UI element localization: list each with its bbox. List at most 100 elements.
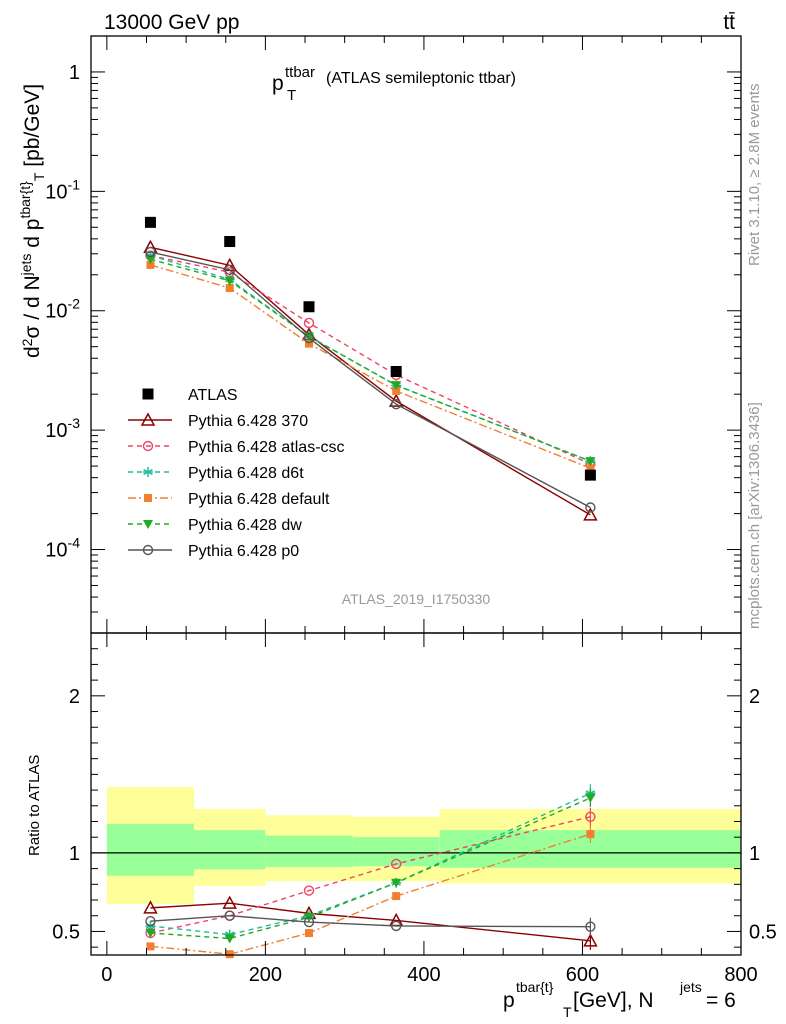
ratio-ytick-label-left-2: 2	[69, 686, 80, 708]
ratio-ytick-label-left-1: 1	[69, 843, 80, 865]
main-ylabel: d2σ / d Njets d ptbar{t}T [pb/GeV]	[17, 84, 47, 358]
main-ytick-label-1: 10-3	[45, 415, 80, 442]
main-title: p ttbar T (ATLAS semileptonic ttbar)	[272, 64, 516, 104]
ratio-point-5-3	[390, 920, 402, 932]
ratio-point-0-4	[583, 933, 598, 947]
analysis-tag: ATLAS_2019_I1750330	[342, 591, 491, 607]
ratio-point-3-2	[304, 929, 313, 938]
main-point-3-4	[586, 464, 595, 473]
ratio-bands	[91, 786, 741, 904]
ratio-point-4-3	[391, 878, 402, 888]
xtick-label-3: 600	[566, 964, 599, 986]
legend-label-4: Pythia 6.428 dw	[188, 517, 302, 534]
energy-label: 13000 GeV pp	[104, 11, 239, 34]
main-point-3-2	[304, 339, 313, 348]
legend-marker-data	[142, 388, 154, 400]
ratio-point-3-0	[146, 942, 155, 951]
legend-label-1: Pythia 6.428 atlas-csc	[188, 439, 345, 456]
legend-marker-0	[140, 412, 156, 426]
ratio-point-5-4	[585, 921, 596, 932]
main-ytick-label-2: 10-2	[45, 296, 80, 323]
main-point-4-0	[145, 255, 156, 265]
xtick-label-4: 800	[724, 964, 757, 986]
band-inner-0	[106, 823, 195, 876]
main-point-3-1	[225, 284, 234, 293]
title-sub: T	[287, 87, 296, 104]
ratio-line-1	[150, 816, 591, 934]
main-point-3-0	[146, 260, 155, 269]
legend-marker-3	[144, 494, 152, 502]
legend: ATLAS Pythia 6.428 370 Pythia 6.428 atlas-…	[128, 387, 345, 560]
legend-label-0: Pythia 6.428 370	[188, 413, 308, 430]
legend-marker-2	[143, 467, 153, 477]
xlabel-end: = 6	[706, 989, 736, 1012]
ratio-point-5-2	[303, 916, 315, 928]
main-point-5-3	[390, 398, 402, 410]
main-point-4-4	[585, 457, 596, 467]
legend-marker-5	[142, 544, 154, 556]
ratio-point-3-1	[225, 950, 234, 959]
title-p: p	[272, 72, 284, 95]
band-inner-2	[265, 835, 353, 868]
main-point-5-2	[303, 332, 315, 344]
legend-label-data: ATLAS	[188, 387, 238, 404]
main-line-1	[150, 254, 591, 465]
main-line-5	[150, 251, 591, 509]
xtick-label-1: 200	[249, 964, 282, 986]
ratio-point-3-3	[392, 892, 401, 901]
ratio-point-3-4	[586, 830, 595, 839]
main-point-1-2	[303, 317, 315, 329]
ratio-point-4-0	[145, 929, 156, 939]
ratio-point-0-1	[222, 895, 237, 909]
ratio-point-4-4	[585, 793, 596, 803]
data-point-3	[390, 365, 402, 377]
ratio-ytick-label-right-0: 0.5	[749, 921, 777, 943]
main-line-2	[150, 254, 591, 462]
ratio-ylabel: Ratio to ATLAS	[26, 755, 43, 856]
legend-marker-4	[143, 520, 153, 529]
ratio-point-1-2	[303, 885, 315, 896]
ratio-line-5	[150, 915, 591, 928]
ratio-series	[143, 784, 598, 959]
main-point-5-4	[585, 502, 596, 513]
title-rest: (ATLAS semileptonic ttbar)	[326, 70, 516, 87]
data-point-1	[224, 236, 236, 248]
data-point-0	[144, 216, 156, 228]
ratio-point-1-3	[390, 858, 402, 870]
band-inner-3	[352, 837, 440, 867]
main-point-4-1	[224, 276, 235, 286]
main-ytick-label-4: 1	[69, 62, 80, 84]
legend-marker-1	[142, 440, 154, 452]
ratio-point-4-1	[224, 934, 235, 944]
ratio-line-0	[150, 902, 591, 942]
legend-label-3: Pythia 6.428 default	[188, 491, 330, 508]
data-point-2	[303, 301, 315, 313]
data-point-4	[584, 469, 596, 481]
ratio-point-5-1	[224, 910, 235, 921]
process-label: tt̄	[723, 11, 735, 34]
main-line-3	[150, 264, 591, 469]
ratio-ytick-label-right-2: 2	[749, 686, 760, 708]
main-point-4-3	[391, 381, 402, 391]
mcplots-label: mcplots.cern.ch [arXiv:1306.3436]	[746, 402, 763, 629]
ratio-point-5-0	[145, 916, 156, 927]
rivet-label: Rivet 3.1.10, ≥ 2.8M events	[746, 84, 763, 267]
main-line-4	[150, 258, 591, 462]
band-inner-1	[194, 830, 266, 870]
axes: 10-4 10-3 10-2 10-1 1 0 200 400 600 800 0.5 0.5 1 1 2 2	[45, 35, 777, 986]
main-series	[143, 216, 598, 521]
xtick-label-0: 0	[101, 964, 112, 986]
main-point-0-4	[583, 507, 598, 521]
ratio-frame	[90, 632, 742, 956]
xlabel-rest: [GeV], N	[573, 989, 654, 1012]
ratio-line-4	[150, 797, 591, 940]
title-sup: ttbar	[285, 64, 315, 81]
main-ytick-label-0: 10-4	[45, 535, 80, 562]
main-point-5-0	[145, 246, 156, 258]
xtick-label-2: 400	[407, 964, 440, 986]
xlabel-sub: T	[563, 1004, 572, 1020]
ratio-point-1-4	[585, 811, 596, 822]
xlabel-p: p	[503, 989, 515, 1012]
legend-label-5: Pythia 6.428 p0	[188, 543, 299, 560]
ratio-ytick-label-left-0: 0.5	[52, 921, 80, 943]
